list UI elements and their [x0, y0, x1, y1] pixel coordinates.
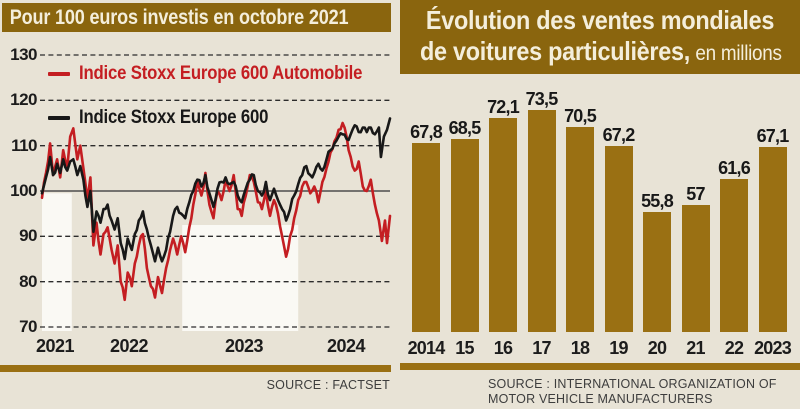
- left-bottom-rule: [0, 365, 391, 372]
- bar-year-label: 20: [647, 338, 667, 358]
- left-chart-title: Pour 100 euros investis en octobre 2021: [9, 6, 349, 29]
- bar-21: [681, 204, 710, 332]
- bar-year-label: 18: [570, 338, 590, 358]
- legend-label-automobile: Indice Stoxx Europe 600 Automobile: [79, 62, 363, 84]
- bar-value-label: 73,5: [525, 89, 559, 109]
- bar-value-label: 57: [686, 183, 705, 204]
- line-chart: [40, 54, 392, 331]
- right-chart-title-line2-bold: de voitures particulières,: [420, 36, 690, 66]
- bar-year-label: 2014: [407, 338, 446, 358]
- bar-value-label: 68,5: [448, 117, 482, 138]
- legend-swatch-automobile: [48, 71, 70, 76]
- bar-year-label: 22: [724, 338, 744, 358]
- bar-year-label: 2023: [754, 338, 792, 358]
- bar-value-label: 61,6: [718, 157, 751, 178]
- x-tick-label: 2021: [35, 336, 75, 356]
- bar-16: [489, 118, 517, 332]
- bar-value-label: 67,8: [410, 121, 443, 142]
- highlight-band: [42, 193, 72, 331]
- bar-18: [566, 127, 594, 332]
- y-tick-label: 120: [10, 90, 37, 110]
- left-chart-title-banner: Pour 100 euros investis en octobre 2021: [2, 3, 391, 32]
- legend-swatch-stoxx600: [48, 115, 70, 120]
- y-tick-label: 70: [19, 317, 37, 336]
- bar-value-label: 70,5: [564, 106, 597, 127]
- bar-year-label: 15: [455, 338, 474, 358]
- right-bottom-rule: [400, 363, 800, 370]
- y-tick-label: 130: [10, 45, 37, 64]
- stoxx-600-line: [40, 117, 392, 263]
- legend-item-automobile: Indice Stoxx Europe 600 Automobile: [48, 63, 401, 84]
- bar-17: [527, 110, 556, 332]
- bar-22: [720, 178, 748, 332]
- bar-value-label: 72,1: [487, 97, 520, 118]
- bar-year-label: 16: [493, 338, 513, 358]
- bar-2014: [412, 142, 440, 332]
- right-source: SOURCE : INTERNATIONAL ORGANIZATION OF M…: [488, 377, 777, 406]
- highlight-band: [182, 225, 299, 331]
- bar-value-label: 55,8: [641, 190, 674, 211]
- bar-value-label: 67,2: [602, 125, 636, 146]
- bar-year-label: 21: [686, 338, 705, 358]
- x-tick-label: 2023: [224, 336, 264, 356]
- bar-year-label: 19: [609, 338, 628, 358]
- bar-20: [643, 211, 671, 332]
- y-tick-label: 90: [19, 226, 37, 246]
- right-chart-title-line2: de voitures particulières, en millions: [420, 36, 782, 69]
- y-tick-label: 100: [10, 181, 37, 200]
- right-chart-title-line1: Évolution des ventes mondiales: [425, 5, 775, 35]
- right-chart-title-banner: Évolution des ventes mondiales de voitur…: [400, 0, 800, 74]
- x-tick-label: 2024: [326, 336, 366, 356]
- y-tick-label: 80: [19, 271, 37, 291]
- right-chart-title-unit: en millions: [695, 42, 782, 65]
- bar-value-label: 67,1: [756, 125, 790, 146]
- left-source: SOURCE : FACTSET: [266, 378, 390, 392]
- legend-label-stoxx600: Indice Stoxx Europe 600: [79, 106, 269, 128]
- bar-year-label: 17: [532, 338, 551, 358]
- bar-15: [450, 138, 479, 332]
- y-tick-label: 110: [11, 135, 37, 155]
- legend-item-stoxx600: Indice Stoxx Europe 600: [48, 107, 294, 128]
- bar-2023: [758, 146, 787, 332]
- bar-19: [604, 146, 633, 332]
- x-tick-label: 2022: [109, 336, 149, 356]
